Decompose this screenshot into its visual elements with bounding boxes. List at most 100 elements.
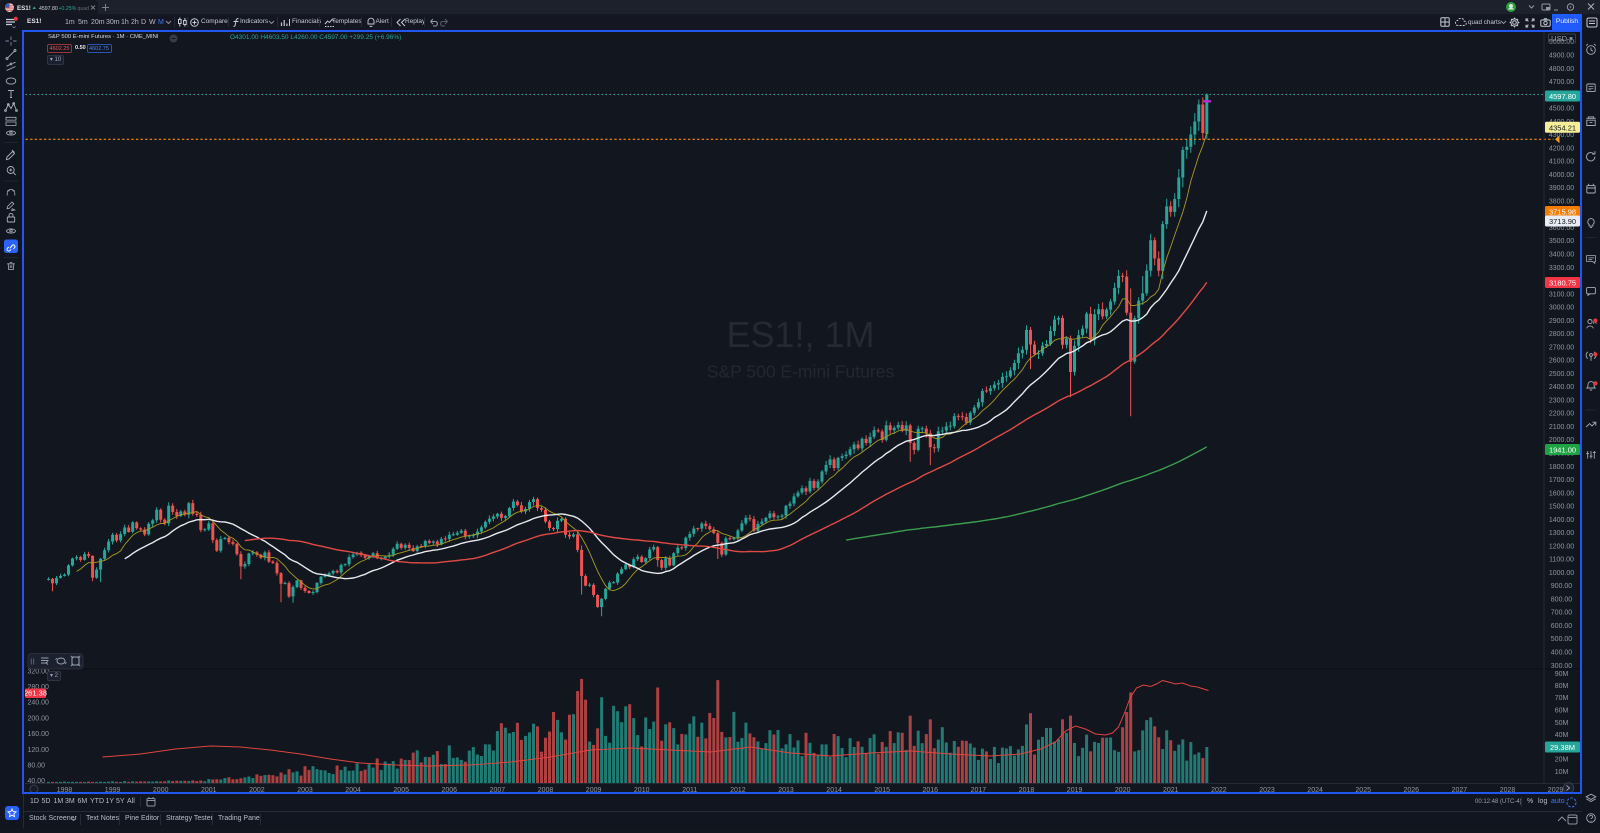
svg-text:261.38: 261.38 <box>25 689 47 698</box>
svg-text:4354.21: 4354.21 <box>1548 123 1575 132</box>
svg-text:3400.00: 3400.00 <box>1548 252 1573 259</box>
svg-text:3713.90: 3713.90 <box>1548 217 1575 226</box>
svg-text:2014: 2014 <box>826 787 842 792</box>
svg-text:+0.25%: +0.25% <box>59 6 77 12</box>
svg-text:2800.00: 2800.00 <box>1548 331 1573 338</box>
svg-text:2300.00: 2300.00 <box>1548 397 1573 404</box>
svg-text:700.00: 700.00 <box>1550 610 1572 617</box>
svg-text:50M: 50M <box>1554 720 1568 727</box>
svg-text:2200.00: 2200.00 <box>1548 411 1573 418</box>
svg-text:2021: 2021 <box>1163 787 1179 792</box>
svg-text:2500.00: 2500.00 <box>1548 371 1573 378</box>
svg-text:2007: 2007 <box>489 787 505 792</box>
svg-text:29.38M: 29.38M <box>1549 743 1574 752</box>
svg-text:2003: 2003 <box>297 787 313 792</box>
svg-text:90M: 90M <box>1554 671 1568 678</box>
svg-text:S&P 500 E-mini Futures: S&P 500 E-mini Futures <box>706 362 894 382</box>
svg-text:2000: 2000 <box>152 787 168 792</box>
svg-text:2400.00: 2400.00 <box>1548 384 1573 391</box>
svg-text:4000.00: 4000.00 <box>1548 172 1573 179</box>
svg-text:120.00: 120.00 <box>27 747 49 754</box>
svg-text:1700.00: 1700.00 <box>1548 477 1573 484</box>
svg-text:4900.00: 4900.00 <box>1548 53 1573 60</box>
svg-text:2005: 2005 <box>393 787 409 792</box>
svg-text:2900.00: 2900.00 <box>1548 318 1573 325</box>
svg-text:2002: 2002 <box>249 787 265 792</box>
svg-text:2024: 2024 <box>1307 787 1323 792</box>
svg-text:70M: 70M <box>1554 695 1568 702</box>
svg-text:4597.80: 4597.80 <box>1548 92 1575 101</box>
svg-text:2006: 2006 <box>441 787 457 792</box>
svg-text:2017: 2017 <box>970 787 986 792</box>
svg-text:3180.75: 3180.75 <box>1548 279 1575 288</box>
svg-text:2000.00: 2000.00 <box>1548 437 1573 444</box>
svg-text:2013: 2013 <box>778 787 794 792</box>
svg-text:500.00: 500.00 <box>1550 636 1572 643</box>
svg-text:1100.00: 1100.00 <box>1549 557 1574 564</box>
svg-text:3000.00: 3000.00 <box>1548 305 1573 312</box>
svg-text:800.00: 800.00 <box>1550 596 1572 603</box>
svg-text:2019: 2019 <box>1066 787 1082 792</box>
svg-text:2012: 2012 <box>730 787 746 792</box>
svg-text:ES1!: ES1! <box>17 5 31 12</box>
svg-text:2026: 2026 <box>1403 787 1419 792</box>
svg-text:1300.00: 1300.00 <box>1548 530 1573 537</box>
svg-text:2016: 2016 <box>922 787 938 792</box>
svg-text:20M: 20M <box>1554 757 1568 764</box>
svg-text:4700.00: 4700.00 <box>1548 79 1573 86</box>
svg-text:1800.00: 1800.00 <box>1548 464 1573 471</box>
svg-text:4100.00: 4100.00 <box>1548 159 1573 166</box>
svg-text:3600.00: 3600.00 <box>1548 225 1573 232</box>
svg-text:10M: 10M <box>1554 769 1568 776</box>
svg-text:280.00: 280.00 <box>27 684 49 691</box>
svg-text:300.00: 300.00 <box>1550 663 1572 670</box>
svg-text:2022: 2022 <box>1211 787 1227 792</box>
svg-text:2023: 2023 <box>1259 787 1275 792</box>
svg-text:160.00: 160.00 <box>27 731 49 738</box>
svg-text:3800.00: 3800.00 <box>1548 198 1573 205</box>
svg-text:4300.00: 4300.00 <box>1548 132 1573 139</box>
svg-text:3500.00: 3500.00 <box>1548 238 1573 245</box>
svg-text:2028: 2028 <box>1499 787 1515 792</box>
svg-text:1999: 1999 <box>104 787 120 792</box>
svg-text:USD ▾: USD ▾ <box>1551 34 1573 43</box>
svg-text:1998: 1998 <box>56 787 72 792</box>
svg-text:240.00: 240.00 <box>27 700 49 707</box>
svg-text:600.00: 600.00 <box>1550 623 1572 630</box>
svg-text:4800.00: 4800.00 <box>1548 66 1573 73</box>
svg-text:2009: 2009 <box>585 787 601 792</box>
svg-text:320.00: 320.00 <box>27 668 49 675</box>
svg-text:1600.00: 1600.00 <box>1548 490 1573 497</box>
svg-text:2100.00: 2100.00 <box>1548 424 1573 431</box>
svg-text:ES1!, 1M: ES1!, 1M <box>726 314 874 355</box>
svg-text:3715.98: 3715.98 <box>1548 208 1575 217</box>
svg-text:1200.00: 1200.00 <box>1548 543 1573 550</box>
svg-text:200.00: 200.00 <box>27 715 49 722</box>
svg-text:2020: 2020 <box>1114 787 1130 792</box>
svg-text:2029: 2029 <box>1547 787 1563 792</box>
svg-text:3100.00: 3100.00 <box>1548 291 1573 298</box>
svg-text:2008: 2008 <box>537 787 553 792</box>
svg-text:1400.00: 1400.00 <box>1548 517 1573 524</box>
svg-text:2015: 2015 <box>874 787 890 792</box>
svg-text:40.00: 40.00 <box>27 778 45 785</box>
svg-text:1500.00: 1500.00 <box>1548 504 1573 511</box>
svg-text:60M: 60M <box>1554 708 1568 715</box>
svg-text:80.00: 80.00 <box>27 763 45 770</box>
svg-text:3300.00: 3300.00 <box>1548 265 1573 272</box>
svg-text:2025: 2025 <box>1355 787 1371 792</box>
svg-text:2004: 2004 <box>345 787 361 792</box>
svg-text:80M: 80M <box>1554 683 1568 690</box>
svg-text:4500.00: 4500.00 <box>1548 106 1573 113</box>
svg-text:2010: 2010 <box>633 787 649 792</box>
svg-text:1000.00: 1000.00 <box>1548 570 1573 577</box>
svg-text:4597.80: 4597.80 <box>39 6 58 12</box>
svg-text:4200.00: 4200.00 <box>1548 145 1573 152</box>
svg-text:2001: 2001 <box>201 787 217 792</box>
svg-text:quad: quad <box>78 6 90 12</box>
svg-text:2018: 2018 <box>1018 787 1034 792</box>
svg-text:2700.00: 2700.00 <box>1548 344 1573 351</box>
svg-text:2600.00: 2600.00 <box>1548 358 1573 365</box>
svg-text:3900.00: 3900.00 <box>1548 185 1573 192</box>
svg-text:2027: 2027 <box>1451 787 1467 792</box>
